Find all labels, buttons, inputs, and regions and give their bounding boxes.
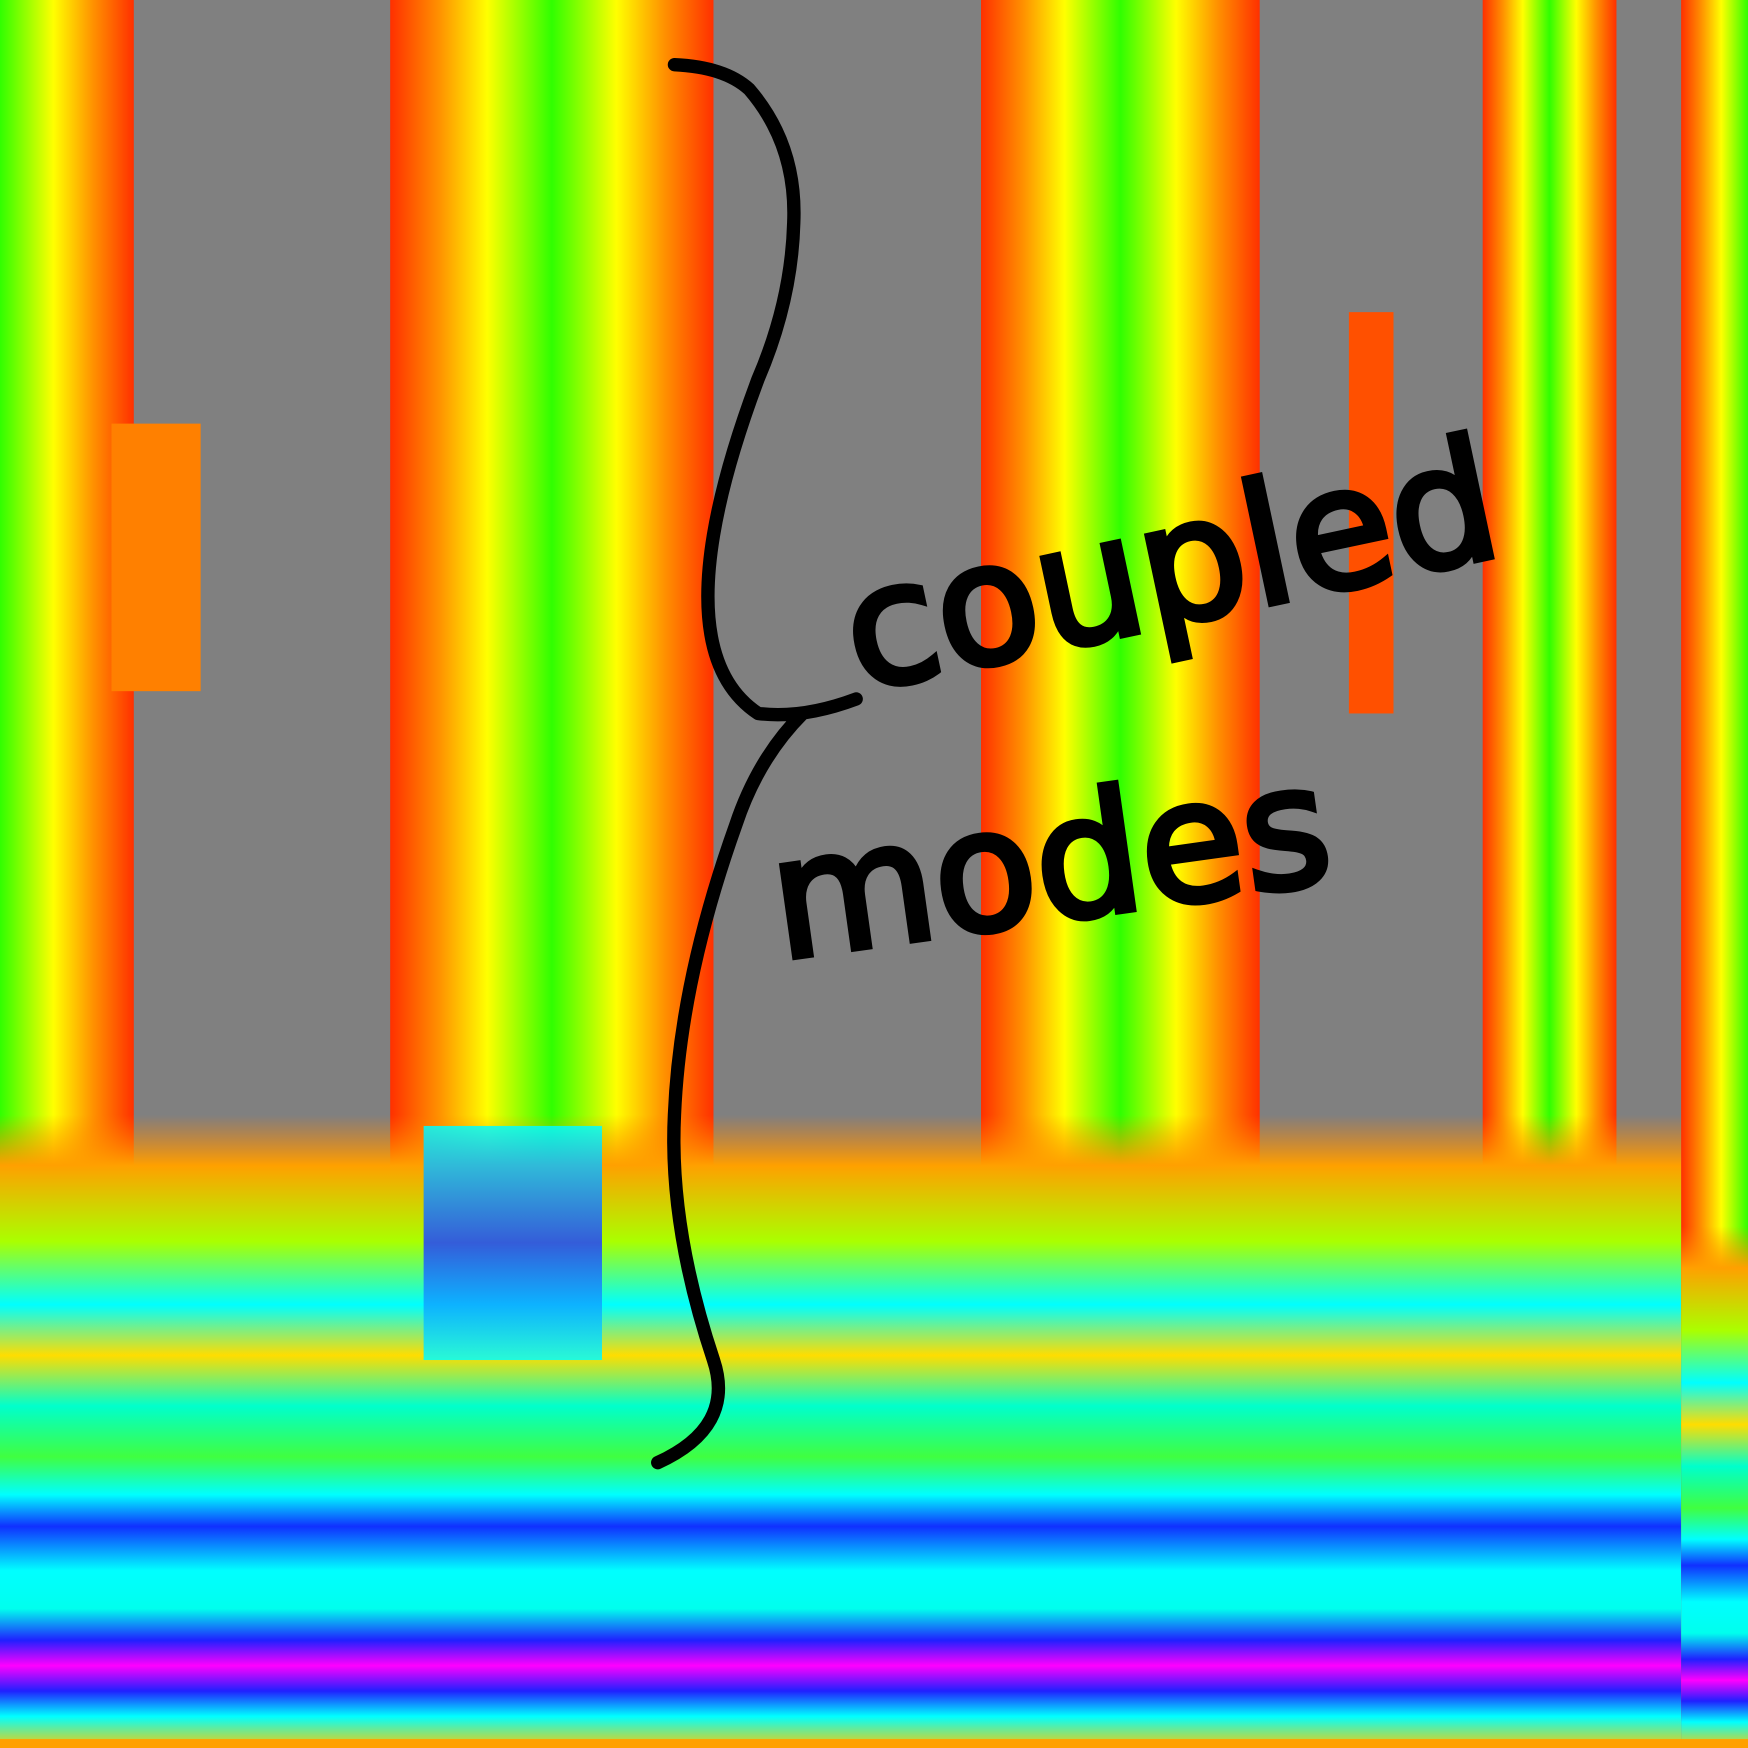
- low-frequency-region: [1681, 1226, 1748, 1748]
- band-fragment: [111, 423, 201, 692]
- band-fragment: [1348, 312, 1394, 714]
- blue-region: [423, 1125, 602, 1361]
- brace: [651, 57, 863, 1470]
- low-frequency-region: [0, 1114, 1682, 1748]
- bottom-edge: [0, 1739, 1748, 1748]
